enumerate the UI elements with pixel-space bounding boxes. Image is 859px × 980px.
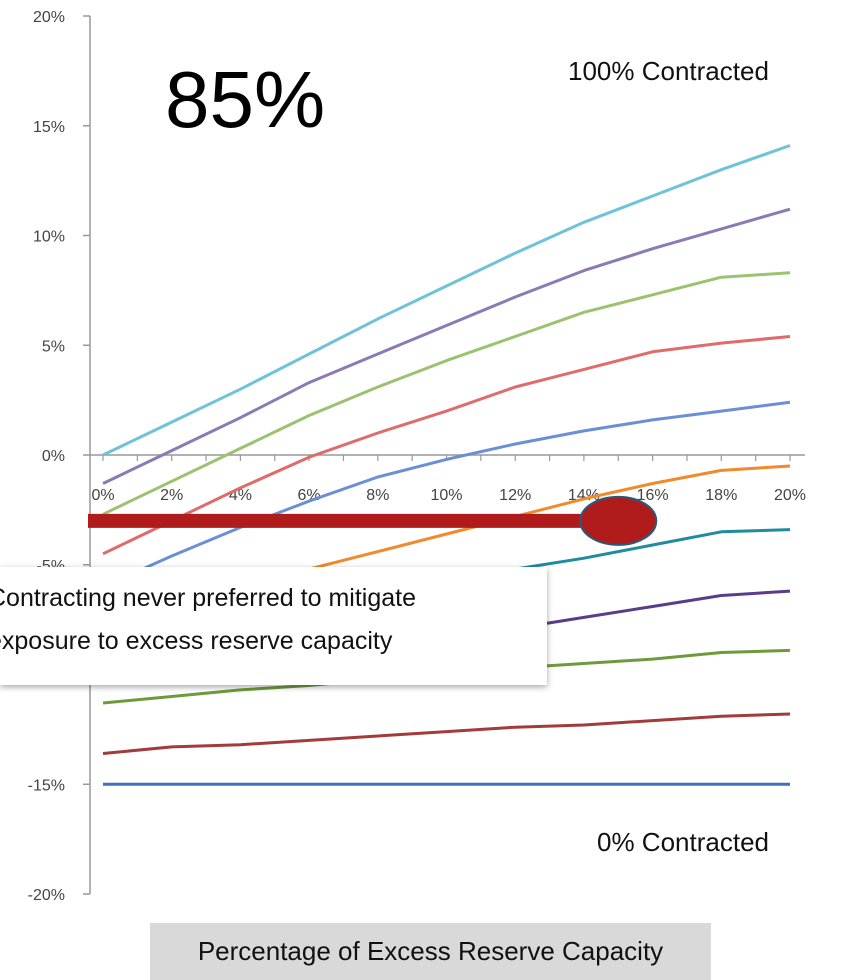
callout-box: Contracting never preferred to mitigate … — [0, 567, 547, 685]
series-line-2 — [102, 207, 791, 485]
series-line-1 — [102, 144, 791, 457]
y-tick-label: 10% — [33, 229, 65, 246]
top-series-label: 100% Contracted — [568, 56, 769, 86]
series-line-5 — [102, 400, 791, 589]
x-tick-label: 0% — [91, 487, 114, 504]
y-tick-label: 0% — [42, 448, 65, 465]
series-line-10 — [102, 712, 791, 755]
series-line-3 — [102, 271, 791, 516]
x-axis-title: Percentage of Excess Reserve Capacity — [150, 923, 711, 980]
callout-line-2: exposure to excess reserve capacity — [0, 627, 393, 655]
threshold-marker — [88, 495, 658, 546]
y-tick-label: 20% — [33, 9, 65, 26]
y-tick-label: 15% — [33, 119, 65, 136]
x-tick-label: 16% — [637, 487, 669, 504]
x-axis: 0% 2% 4% 6% 8% 10% 12% 14% 16% 18% 20% — [90, 454, 806, 504]
contract-level-label: 85% — [165, 55, 326, 144]
bottom-series-label: 0% Contracted — [597, 827, 769, 857]
y-tick-label: 5% — [42, 338, 65, 355]
series-line-4 — [102, 335, 791, 556]
x-tick-label: 8% — [366, 487, 389, 504]
y-tick-label: -20% — [28, 887, 65, 904]
series-layer — [102, 144, 791, 786]
y-tick-label: -15% — [28, 777, 65, 794]
x-tick-label: 12% — [499, 487, 531, 504]
x-tick-label: 2% — [160, 487, 183, 504]
x-tick-label: 18% — [705, 487, 737, 504]
threshold-point — [579, 495, 658, 546]
callout-line-1: Contracting never preferred to mitigate — [0, 584, 416, 612]
x-tick-label: 20% — [774, 487, 806, 504]
x-tick-label: 10% — [430, 487, 462, 504]
y-axis: -20%-15%-10%-5%0%5%10%15%20% — [28, 9, 91, 904]
